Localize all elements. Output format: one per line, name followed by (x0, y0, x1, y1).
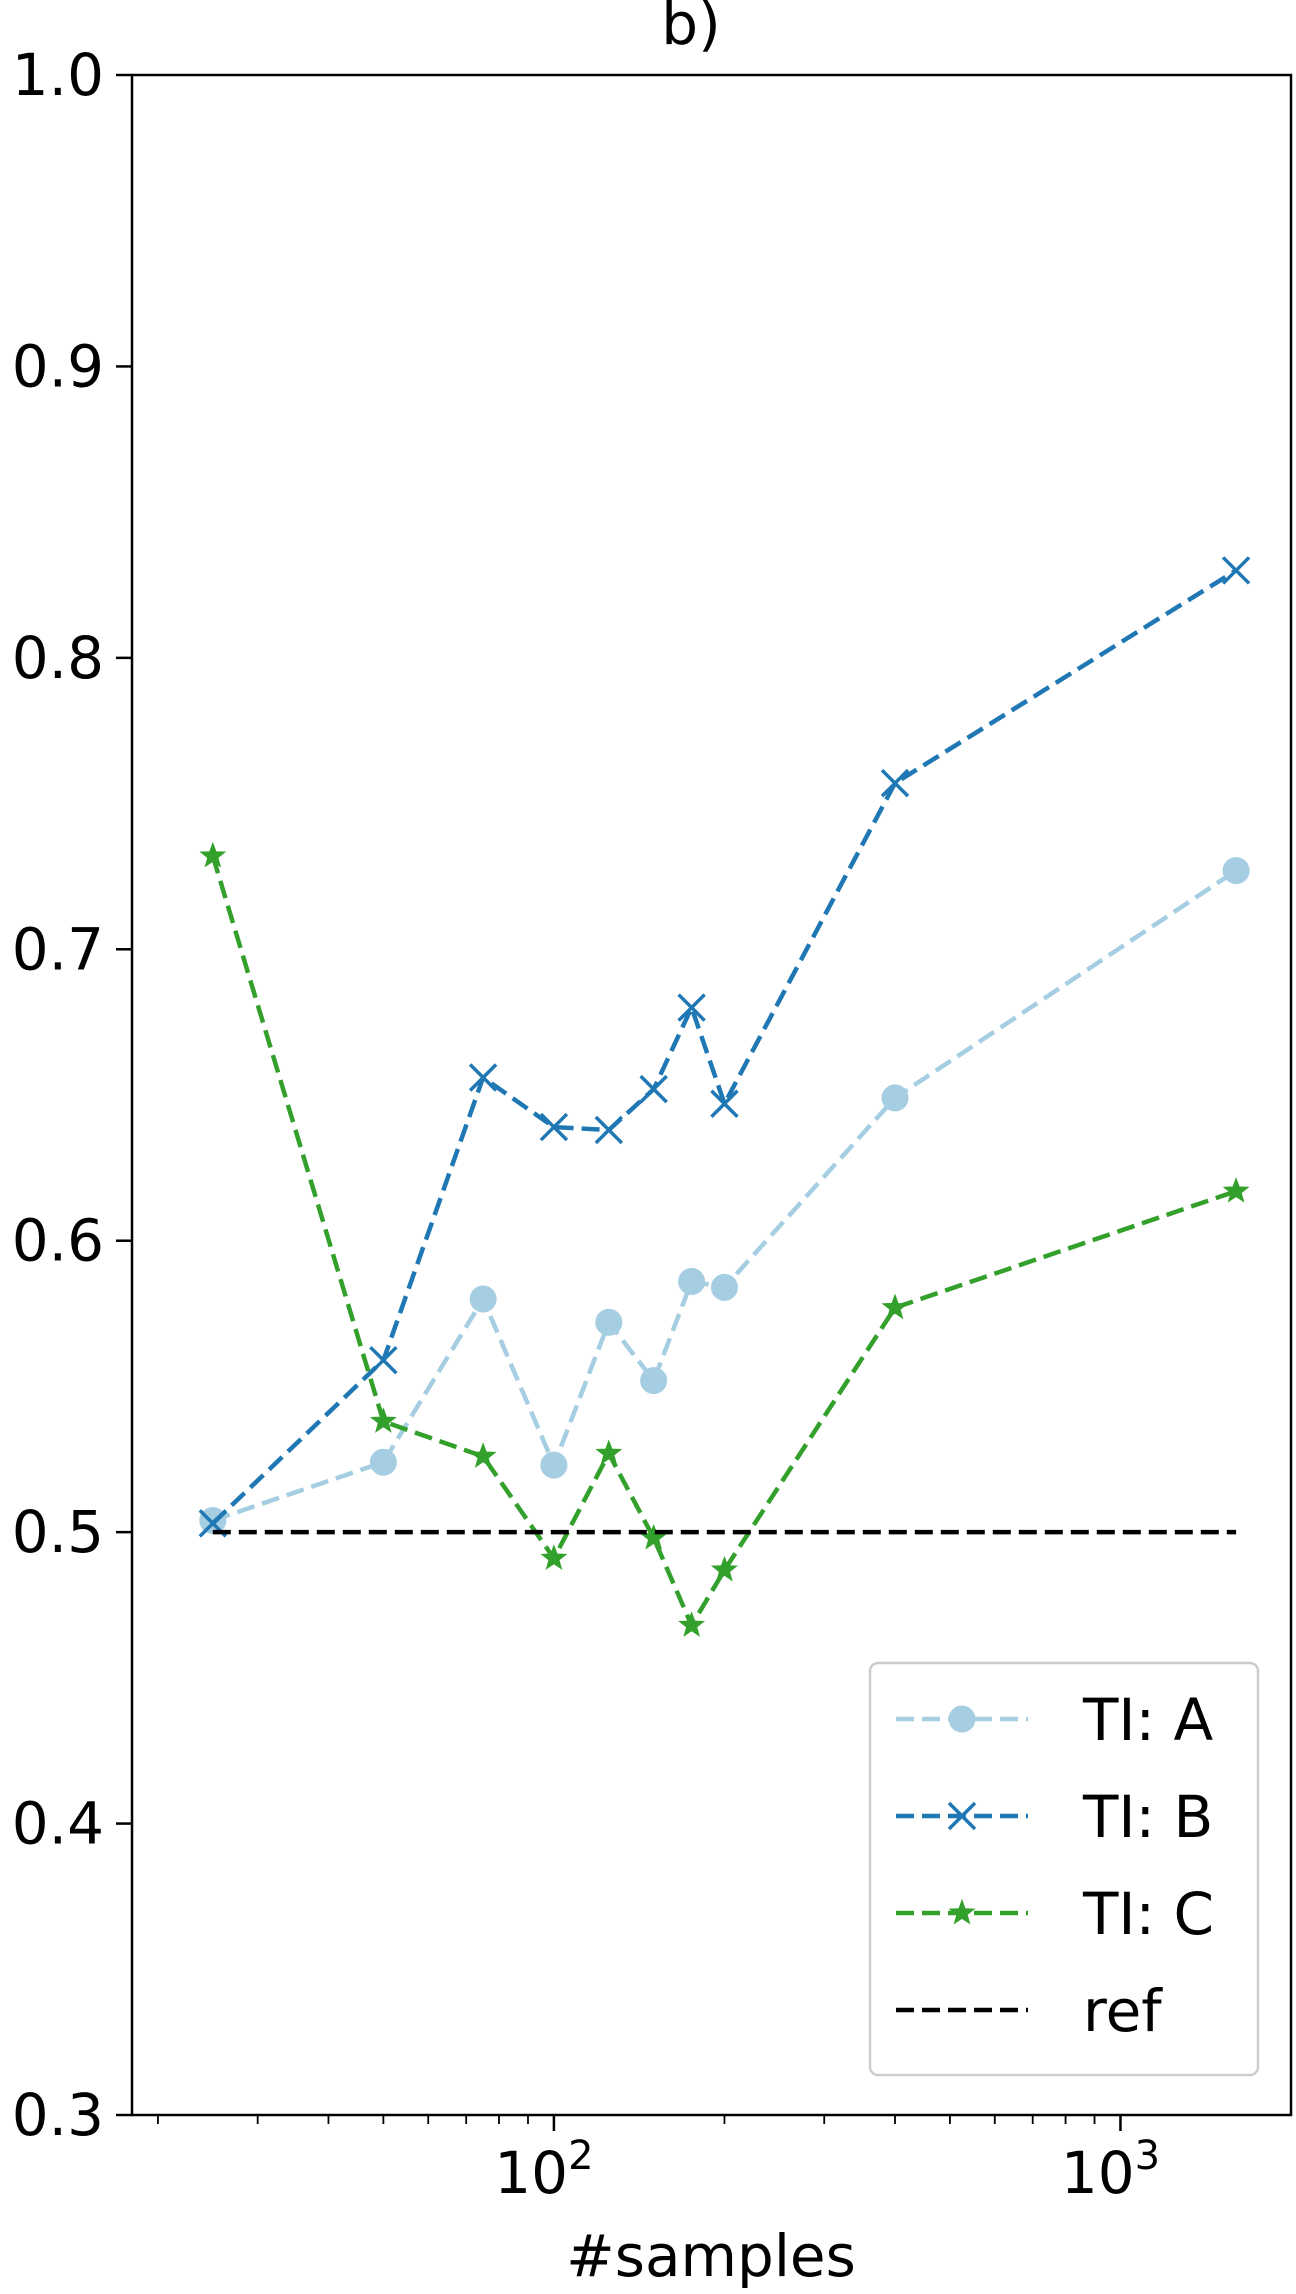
x-tick-label-exponent: 3 (1135, 2133, 1160, 2179)
series-ti-b-point-stroke-b (1221, 556, 1251, 585)
series-ti-c-point (710, 1555, 738, 1582)
series-ti-c-point (369, 1407, 397, 1433)
series-ti-a-point (640, 1367, 668, 1395)
legend: TI: A TI: B TI: C ref (868, 1661, 1260, 2077)
legend-item-ti-b: TI: B (896, 1783, 1213, 1851)
series-ti-b (198, 556, 1251, 1538)
legend-item-ti-b-marker (947, 1801, 977, 1831)
series-ti-a-point (369, 1448, 397, 1476)
legend-item-ref-label: ref (1083, 1977, 1163, 2045)
x-tick-label: 102 (494, 2133, 593, 2207)
y-tick-label: 1.0 (12, 41, 104, 109)
x-axis: 102 103 (157, 2115, 1160, 2207)
y-axis: 0.3 0.4 0.5 0.6 0.7 0.8 0.9 1.0 (12, 41, 132, 2149)
series-ti-c-point (1222, 1177, 1250, 1203)
series-ti-c (199, 841, 1250, 1637)
series-ti-a-point (540, 1451, 568, 1479)
series-ti-c-point (595, 1439, 623, 1465)
series-ti-b-point-stroke-b (677, 993, 706, 1022)
series-ti-a-point (1222, 857, 1250, 885)
series-ti-b-line (211, 568, 1238, 1526)
legend-item-ti-c-marker (948, 1898, 976, 1925)
series-ti-b-point (594, 1115, 624, 1145)
y-tick-label: 0.7 (12, 915, 104, 983)
series-ti-b-point (677, 993, 706, 1022)
x-axis-title: #samples (566, 2222, 856, 2290)
series-ti-b-point (710, 1089, 739, 1118)
y-tick-label: 0.3 (12, 2081, 104, 2149)
series-ti-a-point (881, 1084, 909, 1112)
y-tick-label: 0.8 (12, 624, 104, 692)
series-ti-b-point (1221, 556, 1251, 585)
series-ti-b-point (639, 1074, 668, 1104)
series-ti-b-point-stroke-b (468, 1063, 498, 1092)
x-tick-label-base: 10 (494, 2139, 568, 2207)
x-tick-label-exponent: 2 (568, 2133, 593, 2179)
series-ti-b-point-stroke-b (198, 1509, 228, 1538)
x-tick-label: 103 (1061, 2133, 1160, 2207)
chart-title: b) (661, 0, 720, 58)
legend-item-ti-b-marker-stroke-b (947, 1801, 977, 1831)
series-ti-b-point-stroke-b (369, 1345, 398, 1375)
legend-item-ti-b-label: TI: B (1082, 1783, 1213, 1851)
x-tick-label-base: 10 (1061, 2139, 1135, 2207)
y-tick-label: 0.9 (12, 332, 104, 400)
series-ti-b-point (880, 768, 910, 798)
series-ti-b-point-stroke-b (639, 1074, 668, 1104)
series-ti-c-point (199, 841, 227, 868)
series-ti-c-line (210, 855, 1237, 1631)
series-ti-c-point (678, 1611, 706, 1637)
series-ti-a (199, 857, 1250, 1534)
series-ti-b-point (468, 1063, 498, 1092)
series-ti-a-point (678, 1268, 706, 1296)
series-ti-b-point-stroke-b (594, 1115, 624, 1145)
series-ti-a-point (469, 1285, 497, 1313)
series-ti-a-line (212, 868, 1238, 1523)
y-tick-label: 0.6 (12, 1207, 104, 1275)
legend-item-ti-a: TI: A (896, 1686, 1214, 1754)
legend-item-ti-c-label: TI: C (1082, 1880, 1214, 1948)
legend-item-ti-c: TI: C (896, 1880, 1214, 1948)
series-ti-c-point (469, 1442, 497, 1468)
y-tick-label: 0.5 (12, 1498, 104, 1566)
y-tick-label: 0.4 (12, 1790, 104, 1858)
plot-frame (130, 73, 1293, 2117)
series-ti-b-point (369, 1345, 398, 1375)
series-ti-b-point-stroke-b (710, 1089, 739, 1118)
plot-area (198, 556, 1251, 1637)
legend-item-ti-a-label: TI: A (1082, 1686, 1214, 1754)
legend-item-ti-a-marker (948, 1705, 976, 1733)
series-ti-a-point (710, 1273, 738, 1301)
series-ti-c-point (540, 1544, 568, 1570)
series-ti-b-point (539, 1112, 569, 1142)
series-ti-c-point (881, 1293, 909, 1320)
legend-box (868, 1661, 1260, 2077)
series-ti-a-point (595, 1308, 623, 1336)
series-ti-c-point (640, 1523, 668, 1550)
legend-item-ref: ref (896, 1977, 1163, 2045)
series-ti-b-point-stroke-b (880, 768, 910, 798)
series-ti-b-point-stroke-b (539, 1112, 569, 1142)
